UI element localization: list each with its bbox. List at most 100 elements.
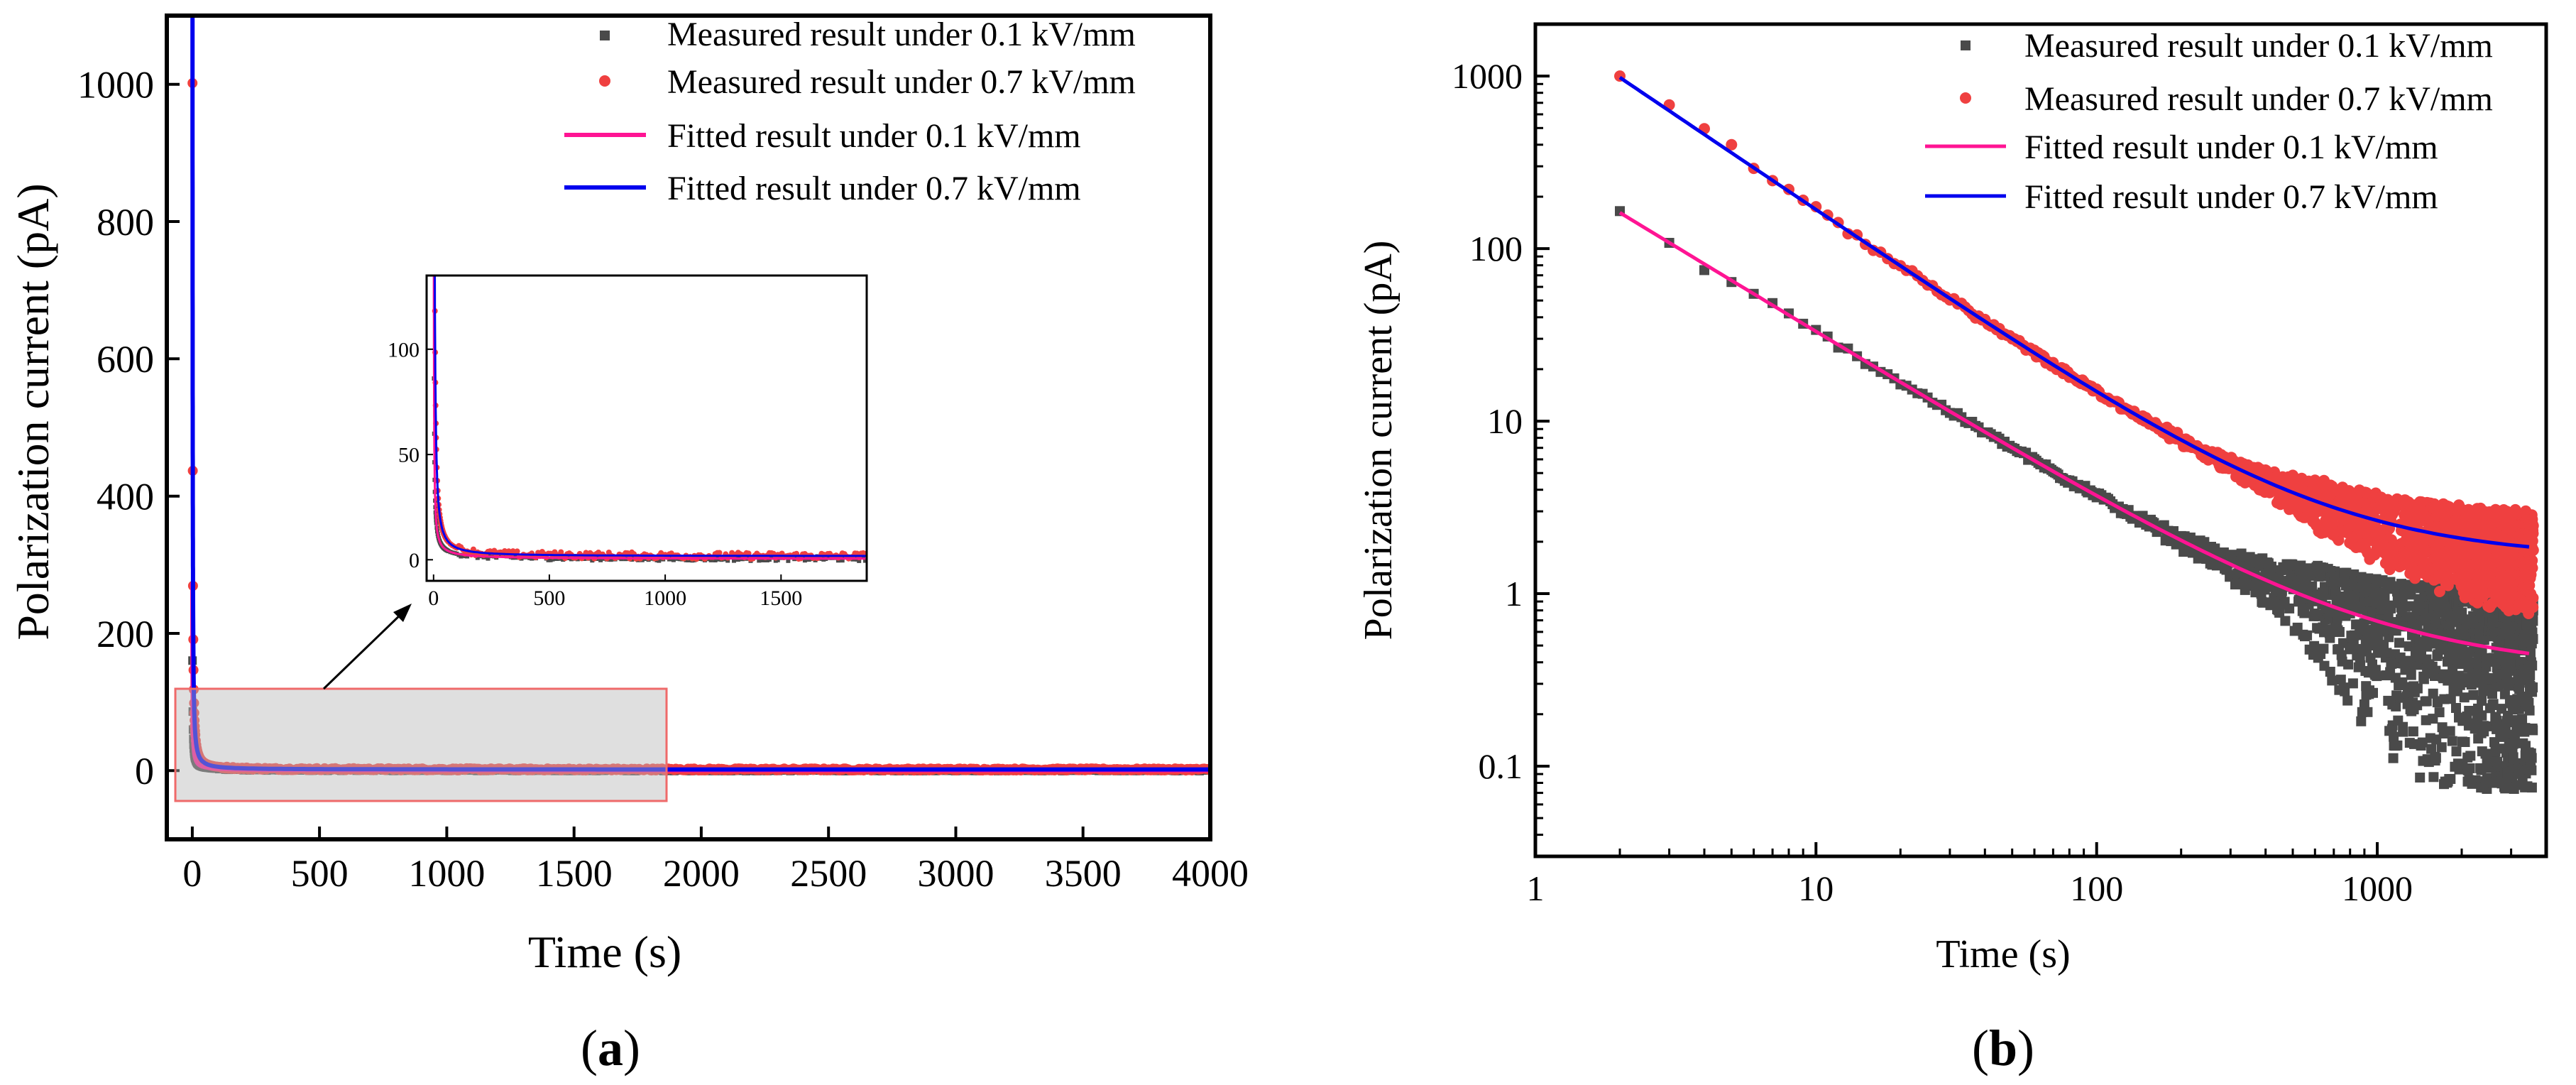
- data-point: [1699, 265, 1709, 276]
- data-point: [432, 220, 436, 224]
- data-point: [486, 556, 490, 561]
- data-point: [2334, 627, 2345, 637]
- data-point: [2422, 641, 2433, 652]
- data-point: [2508, 738, 2519, 749]
- data-point: [2426, 743, 2437, 754]
- data-point: [2325, 633, 2335, 643]
- data-point: [505, 548, 512, 555]
- data-point: [598, 557, 603, 562]
- data-point: [2391, 701, 2401, 711]
- data-point: [2465, 751, 2476, 761]
- data-point: [2347, 678, 2358, 689]
- legend-label: Measured result under 0.1 kV/mm: [667, 16, 1136, 53]
- data-point: [432, 154, 437, 160]
- data-point: [786, 558, 791, 563]
- x-tick-label: 100: [2070, 868, 2123, 908]
- y-tick-label: 100: [1469, 229, 1523, 268]
- data-point: [2348, 638, 2359, 648]
- inset-frame: [425, 274, 868, 582]
- y-tick-label: 200: [97, 613, 154, 655]
- data-point: [2526, 562, 2538, 574]
- data-point: [2284, 603, 2295, 614]
- data-point: [2382, 648, 2392, 658]
- data-point: [2465, 763, 2475, 773]
- data-point: [2398, 726, 2408, 737]
- data-point: [2296, 596, 2306, 606]
- legend-label: Fitted result under 0.1 kV/mm: [667, 117, 1081, 155]
- y-tick-label: 1000: [1452, 56, 1523, 96]
- data-point: [2428, 772, 2439, 783]
- data-point: [2412, 683, 2423, 694]
- data-point: [2415, 773, 2426, 783]
- data-point: [840, 558, 845, 563]
- x-tick-label: 1000: [2342, 868, 2413, 908]
- data-point: [2524, 705, 2535, 716]
- data-point: [2240, 584, 2250, 595]
- x-tick-label: 500: [533, 587, 565, 610]
- data-point: [861, 555, 866, 560]
- sublabel-paren-open: (: [581, 1020, 598, 1076]
- data-point: [2299, 608, 2310, 618]
- legend-label: Measured result under 0.1 kV/mm: [2024, 27, 2493, 65]
- legend-label: Measured result under 0.7 kV/mm: [2024, 80, 2493, 118]
- panel-a-y-axis-label: Polarization current (pA): [8, 183, 58, 640]
- data-point: [2528, 682, 2538, 693]
- panel-a: 0 500 1000 1500 2000 2500 3000 3500 4000 0200400…: [8, 13, 1249, 1076]
- data-point: [2434, 707, 2445, 718]
- data-point: [2526, 753, 2537, 763]
- data-point: [2528, 633, 2538, 644]
- panel-a-plot-area: [187, 16, 1210, 776]
- data-point: [2359, 699, 2369, 709]
- data-point: [514, 548, 520, 555]
- data-point: [2368, 687, 2378, 698]
- data-point: [2528, 725, 2538, 736]
- data-point: [2468, 689, 2479, 700]
- y-tick-label: 0: [135, 750, 154, 792]
- data-point: [2525, 670, 2536, 680]
- data-point: [2490, 746, 2501, 757]
- y-tick-label: 1000: [77, 64, 154, 107]
- data-point: [732, 558, 736, 563]
- data-point: [2386, 658, 2397, 669]
- y-tick-label: 0: [409, 549, 420, 572]
- data-point: [2430, 753, 2441, 763]
- data-point: [432, 248, 437, 253]
- sublabel-paren-close: ): [623, 1020, 640, 1076]
- a-series-group: [187, 16, 1210, 776]
- data-point: [2477, 710, 2487, 721]
- data-point: [2406, 670, 2416, 680]
- x-tick-label: 1500: [760, 587, 802, 610]
- x-tick-label: 1500: [536, 852, 613, 895]
- data-point: [2477, 695, 2487, 706]
- data-point: [2309, 640, 2320, 651]
- data-point: [775, 557, 780, 562]
- data-point: [2436, 742, 2447, 753]
- fit-line: [434, 276, 867, 557]
- data-point: [2412, 700, 2423, 711]
- panel-b-legend: Measured result under 0.1 kV/mm Measured…: [1925, 27, 2493, 216]
- panel-b-x-axis-label: Time (s): [1936, 932, 2070, 976]
- x-tick-label: 500: [291, 852, 349, 895]
- data-point: [2406, 589, 2416, 600]
- fit-line: [432, 276, 867, 560]
- data-point: [2372, 671, 2382, 682]
- x-tick-label: 0: [428, 587, 439, 610]
- panel-a-frame: [165, 13, 1212, 841]
- data-point: [2356, 716, 2367, 726]
- data-point: [2388, 753, 2399, 763]
- data-point: [657, 558, 662, 563]
- data-point: [2479, 726, 2489, 737]
- data-point: [2460, 737, 2470, 747]
- data-point: [2335, 675, 2346, 685]
- sublabel-letter: b: [1989, 1020, 2017, 1076]
- data-point: [2523, 698, 2534, 708]
- y-tick-label: 100: [388, 338, 420, 361]
- x-tick-label: 4000: [1172, 852, 1249, 895]
- sublabel-paren-close: ): [2017, 1020, 2034, 1076]
- data-point: [2340, 686, 2350, 697]
- x-tick-label: 3500: [1045, 852, 1122, 895]
- inset-series-group: [432, 154, 867, 563]
- data-point: [2488, 699, 2499, 709]
